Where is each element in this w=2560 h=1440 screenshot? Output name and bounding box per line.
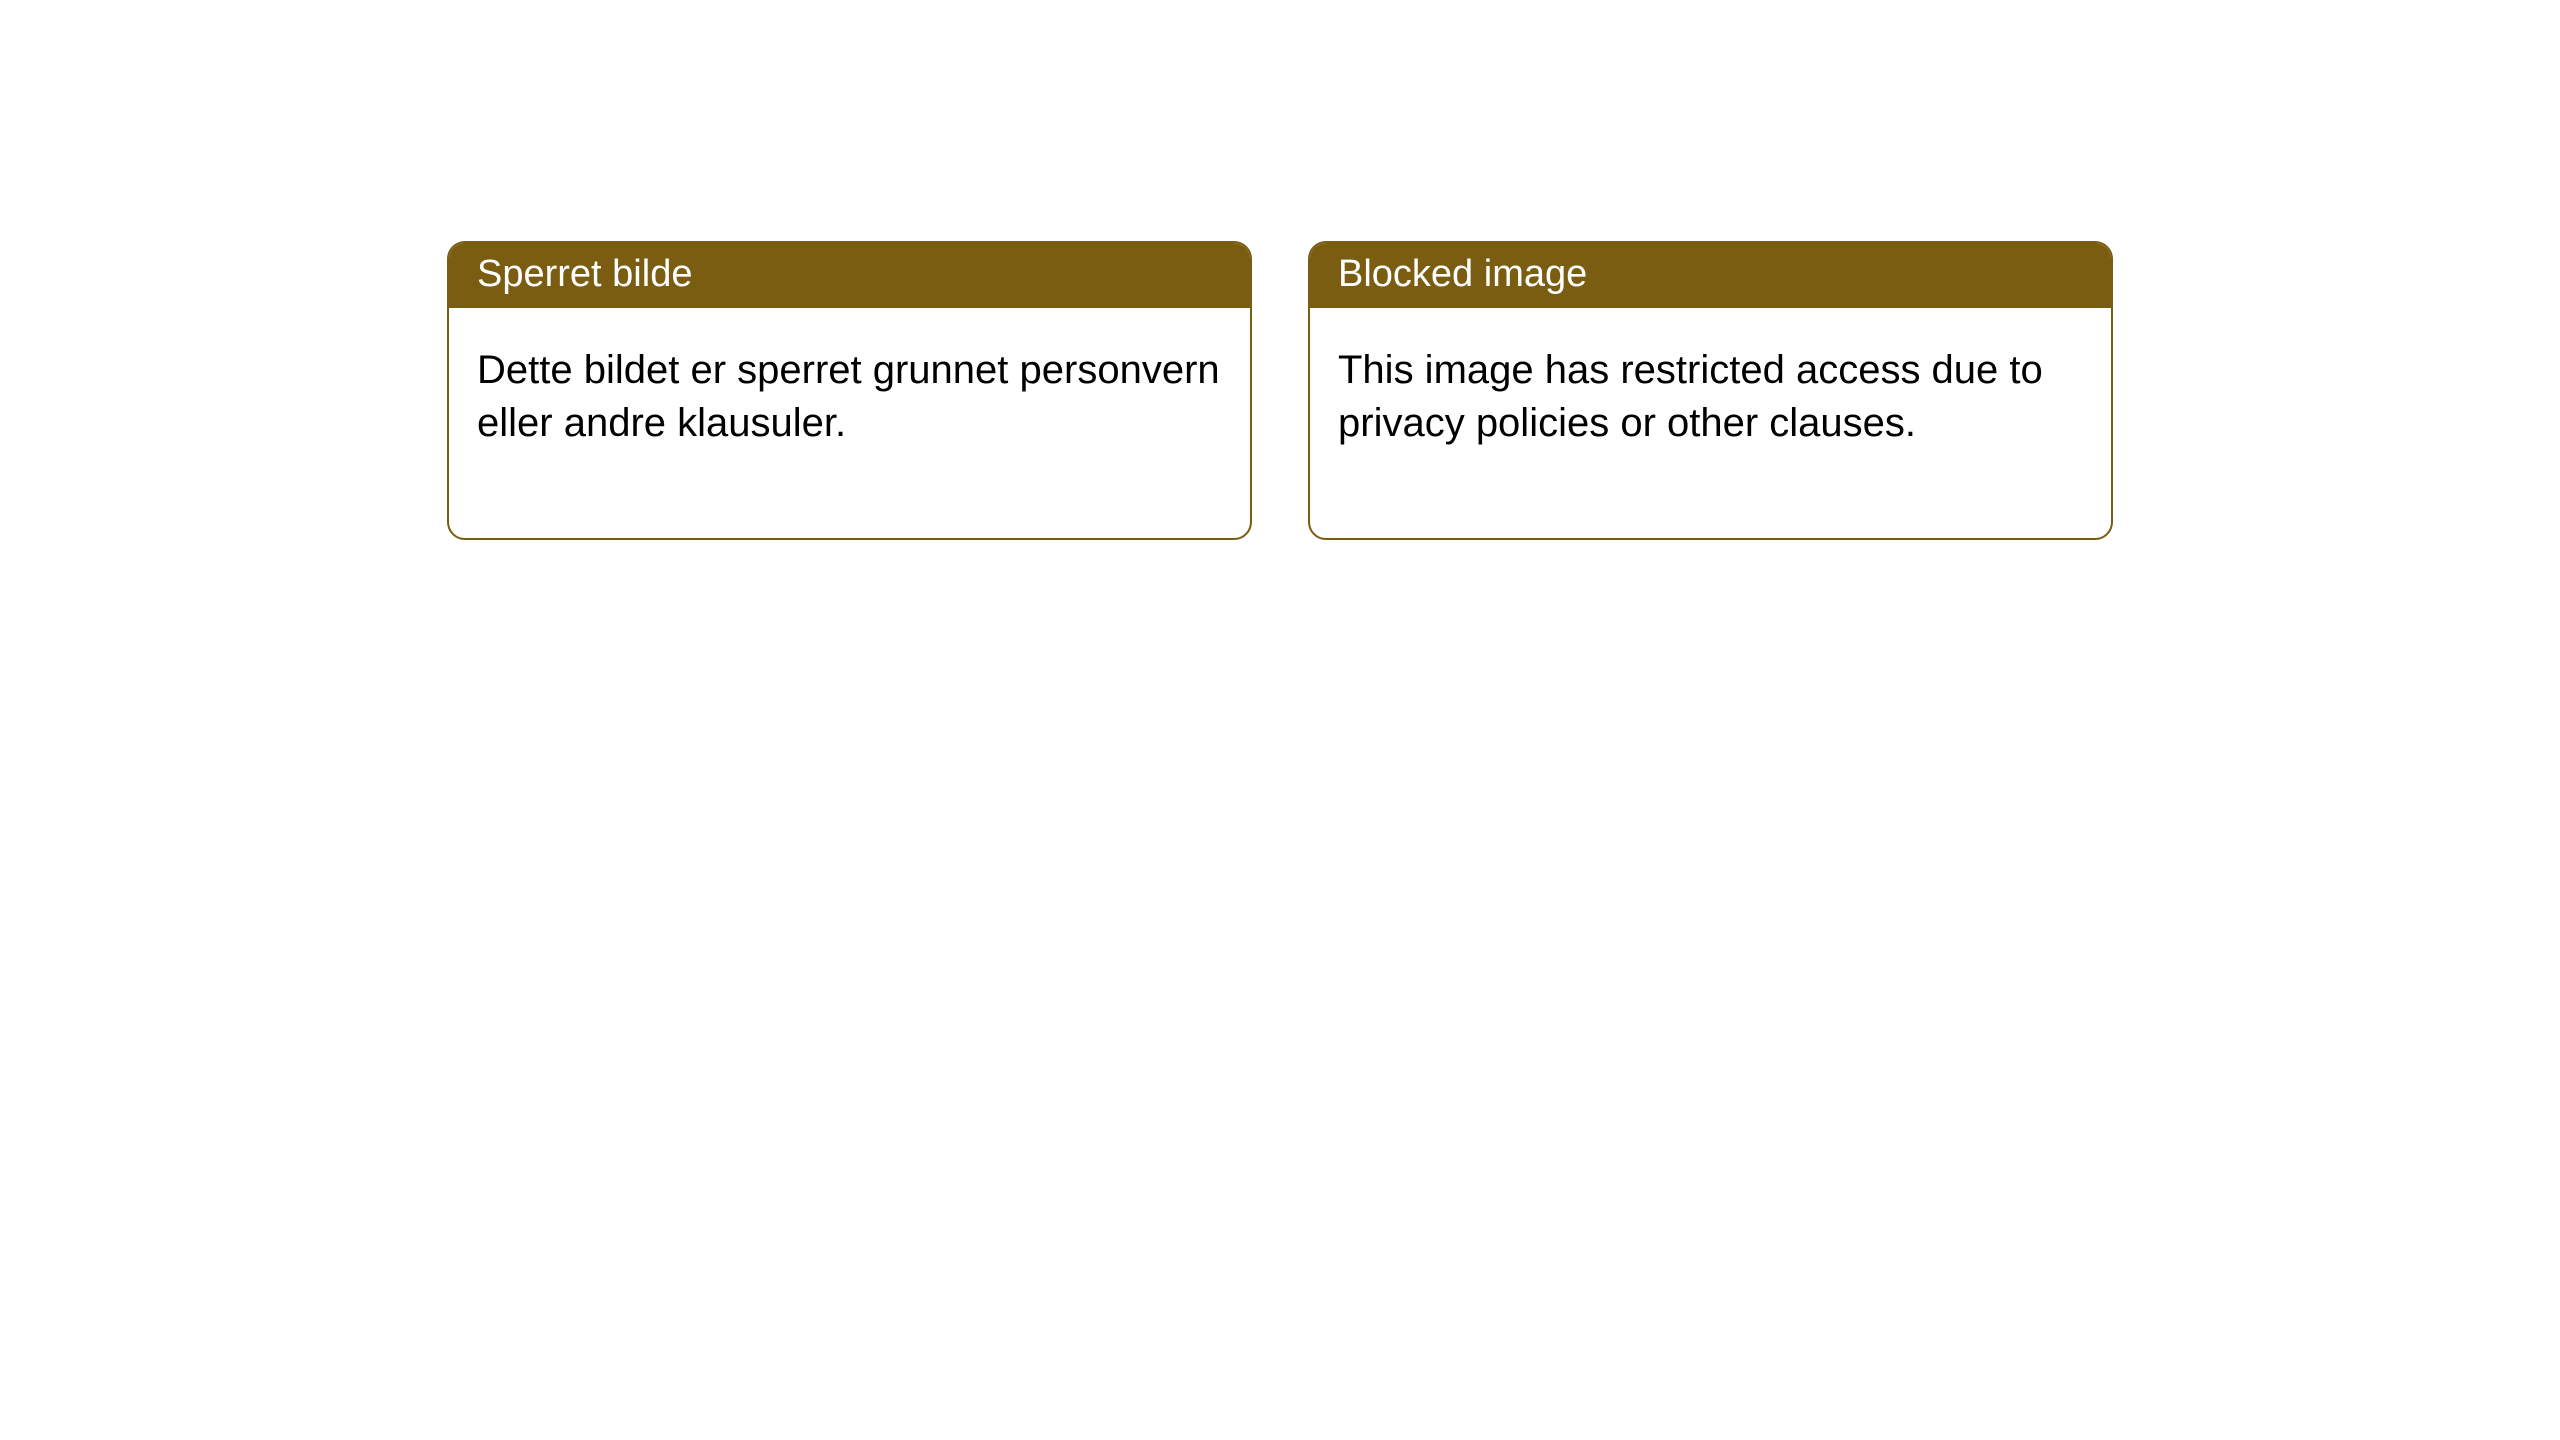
notice-card-english: Blocked image This image has restricted … bbox=[1308, 241, 2113, 540]
notice-card-norwegian: Sperret bilde Dette bildet er sperret gr… bbox=[447, 241, 1252, 540]
notice-body: This image has restricted access due to … bbox=[1310, 308, 2111, 538]
notice-container: Sperret bilde Dette bildet er sperret gr… bbox=[447, 241, 2113, 540]
notice-header: Blocked image bbox=[1310, 243, 2111, 308]
notice-body: Dette bildet er sperret grunnet personve… bbox=[449, 308, 1250, 538]
notice-header: Sperret bilde bbox=[449, 243, 1250, 308]
